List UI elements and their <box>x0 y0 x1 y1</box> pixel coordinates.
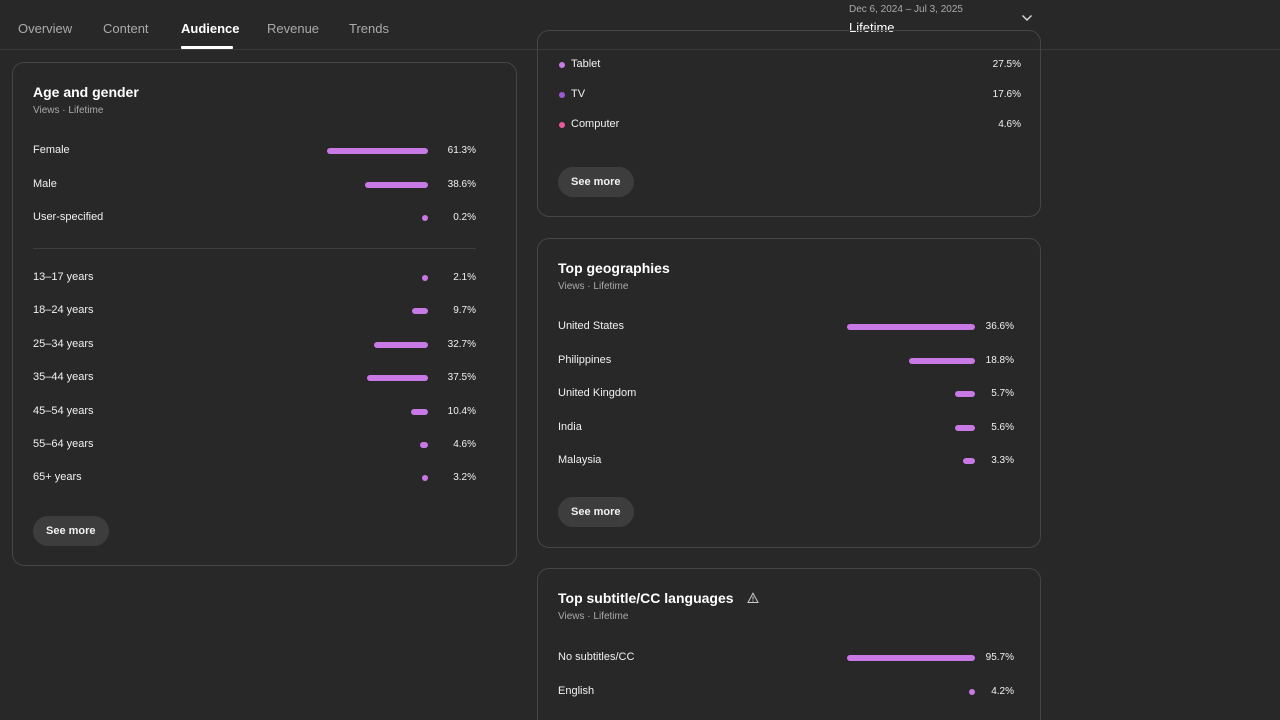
age-gender-subtitle: Views · Lifetime <box>33 105 104 116</box>
subtitle-language-row-bar <box>969 688 975 695</box>
date-range-selector[interactable]: Dec 6, 2024 – Jul 3, 2025 Lifetime <box>849 3 1039 43</box>
geographies-see-more-button[interactable]: See more <box>558 497 634 527</box>
age-gender-card: Age and gender Views · Lifetime Female 61… <box>12 62 517 566</box>
age-row-value: 37.5% <box>447 372 476 384</box>
gender-row-label: Male <box>33 177 57 190</box>
subtitle-language-row-label: No subtitles/CC <box>558 651 635 663</box>
subtitles-subtitle: Views · Lifetime <box>558 611 629 622</box>
geographies-title: Top geographies <box>558 260 670 276</box>
age-row-value: 9.7% <box>453 305 476 317</box>
tab-revenue[interactable]: Revenue <box>267 21 320 36</box>
geography-row-label: Malaysia <box>558 454 602 466</box>
gender-row-bar <box>364 181 428 188</box>
age-row-bar <box>420 442 428 448</box>
tab-content[interactable]: Content <box>103 21 149 36</box>
age-row-bar <box>366 375 428 382</box>
legend-dot <box>559 62 565 68</box>
age-row-bar <box>412 308 428 315</box>
device-row-label: Tablet <box>571 58 601 70</box>
age-gender-title: Age and gender <box>33 84 139 100</box>
age-row-value: 4.6% <box>453 439 476 450</box>
age-row-label: 65+ years <box>33 471 82 484</box>
legend-dot <box>559 92 565 98</box>
subtitle-language-row-value: 4.2% <box>991 685 1014 697</box>
subtitles-title: Top subtitle/CC languages <box>558 590 734 606</box>
top-nav-bar: Overview Content Audience Revenue Trends… <box>0 0 1280 50</box>
active-tab-indicator <box>181 46 233 49</box>
device-see-more-button[interactable]: See more <box>558 167 634 197</box>
age-row-label: 35–44 years <box>33 371 94 384</box>
age-row-bar <box>410 408 428 415</box>
age-row-label: 45–54 years <box>33 404 94 417</box>
age-row-value: 32.7% <box>447 338 476 350</box>
date-range-label: Lifetime <box>849 20 895 35</box>
warning-icon[interactable] <box>747 592 759 604</box>
age-row-label: 13–17 years <box>33 271 94 283</box>
geography-row-value: 3.3% <box>991 455 1014 466</box>
geography-row-label: India <box>558 420 582 433</box>
legend-dot <box>559 122 565 128</box>
geography-row-label: United States <box>558 320 625 332</box>
tab-trends[interactable]: Trends <box>349 21 389 36</box>
geography-row-value: 18.8% <box>985 354 1014 366</box>
subtitle-languages-card: Top subtitle/CC languages Views · Lifeti… <box>537 568 1041 720</box>
gender-row-value: 61.3% <box>447 145 476 156</box>
geography-row-value: 36.6% <box>985 321 1014 332</box>
device-row-label: TV <box>571 88 586 100</box>
geography-row-value: 5.7% <box>991 388 1014 399</box>
device-row-value: 27.5% <box>992 59 1021 70</box>
geography-row-label: United Kingdom <box>558 387 637 399</box>
age-row-bar <box>422 475 428 482</box>
date-range-dates: Dec 6, 2024 – Jul 3, 2025 <box>849 4 963 15</box>
geography-row-value: 5.6% <box>991 421 1014 433</box>
age-gender-see-more-button[interactable]: See more <box>33 516 109 546</box>
gender-row-value: 0.2% <box>453 212 476 223</box>
gender-row-bar <box>422 215 428 221</box>
geographies-subtitle: Views · Lifetime <box>558 281 629 292</box>
age-row-label: 18–24 years <box>33 304 94 317</box>
geography-row-bar <box>955 424 975 431</box>
section-divider <box>33 248 476 249</box>
subtitle-language-row-value: 95.7% <box>985 652 1014 663</box>
tab-audience[interactable]: Audience <box>181 21 240 36</box>
geography-row-bar <box>963 458 975 464</box>
subtitle-language-row-label: English <box>558 684 595 697</box>
age-row-value: 10.4% <box>447 405 476 417</box>
top-geographies-card: Top geographies Views · Lifetime United … <box>537 238 1041 548</box>
gender-row-value: 38.6% <box>447 178 476 190</box>
age-row-label: 55–64 years <box>33 438 94 450</box>
subtitle-language-row-bar <box>846 655 975 661</box>
age-row-bar <box>422 275 428 281</box>
age-row-value: 3.2% <box>453 472 476 484</box>
geography-row-label: Philippines <box>558 353 612 366</box>
geography-row-bar <box>955 391 975 397</box>
gender-row-label: Female <box>33 144 70 156</box>
device-type-card: Tablet 27.5% TV 17.6% Computer 4.6% See more <box>537 30 1041 217</box>
gender-row-label: User-specified <box>33 211 104 223</box>
age-row-label: 25–34 years <box>33 337 94 350</box>
geography-row-bar <box>909 357 975 364</box>
tab-overview[interactable]: Overview <box>18 21 73 36</box>
gender-row-bar <box>327 148 428 154</box>
device-row-value: 17.6% <box>992 89 1021 100</box>
device-row-label: Computer <box>571 118 620 130</box>
chevron-down-icon <box>1022 15 1032 21</box>
device-row-value: 4.6% <box>998 119 1021 130</box>
age-row-bar <box>374 341 428 348</box>
geography-row-bar <box>846 324 975 330</box>
age-row-value: 2.1% <box>453 272 476 283</box>
